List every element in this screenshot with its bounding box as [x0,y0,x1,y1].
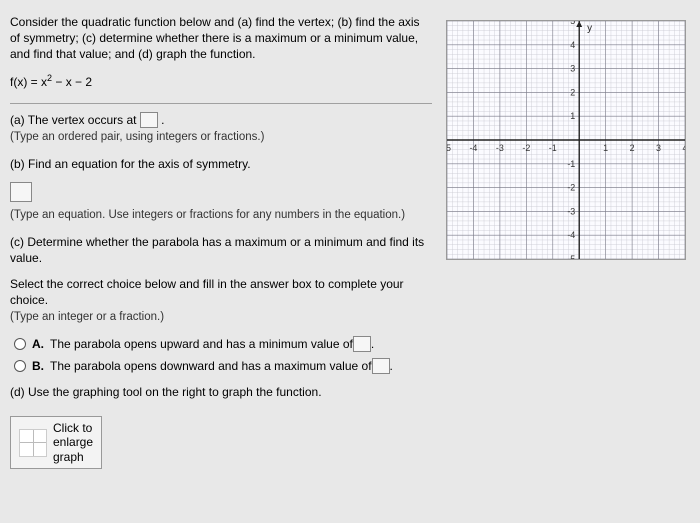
svg-text:-1: -1 [567,159,575,169]
part-a-text: (a) The vertex occurs at [10,113,140,127]
part-b-text: (b) Find an equation for the axis of sym… [10,156,432,172]
axis-input[interactable] [10,182,32,202]
part-a-period: . [161,113,164,127]
svg-text:-5: -5 [567,254,575,259]
svg-text:-2: -2 [522,143,530,153]
grid-svg: -5 -4 -3 -2 -1 1 2 3 4 -5 -4 -3 -2 -1 1 2 3 4 5 y [447,21,685,259]
part-c-select-text: Select the correct choice below and fill… [10,277,404,307]
graph-icon [19,429,47,457]
svg-text:2: 2 [570,87,575,97]
svg-text:3: 3 [656,143,661,153]
part-b-hint: (Type an equation. Use integers or fract… [10,208,432,224]
svg-text:5: 5 [570,21,575,26]
svg-text:-3: -3 [496,143,504,153]
part-d-text: (d) Use the graphing tool on the right t… [10,384,432,400]
opt-a-letter: A. [32,337,44,351]
btn-l2: enlarge [53,435,93,449]
radio-b[interactable] [14,360,26,372]
fx-rhs: − x − 2 [52,75,92,89]
btn-l3: graph [53,450,84,464]
svg-text:3: 3 [570,64,575,74]
part-a-hint: (Type an ordered pair, using integers or… [10,131,264,143]
svg-text:-2: -2 [567,183,575,193]
radio-a[interactable] [14,338,26,350]
enlarge-btn-text: Click to enlarge graph [53,421,93,464]
opt-a-text: The parabola opens upward and has a mini… [50,337,353,351]
graph-region: -5 -4 -3 -2 -1 1 2 3 4 -5 -4 -3 -2 -1 1 2 3 4 5 y [440,14,690,513]
opt-b-period: . [390,359,393,373]
question-page: Consider the quadratic function below an… [0,0,700,523]
min-value-input[interactable] [353,336,371,352]
part-c-type-hint: (Type an integer or a fraction.) [10,311,164,323]
opt-b-letter: B. [32,359,44,373]
part-c-select: Select the correct choice below and fill… [10,276,432,326]
divider [10,103,432,104]
part-a: (a) The vertex occurs at . (Type an orde… [10,112,432,146]
svg-text:2: 2 [630,143,635,153]
option-b-row[interactable]: B. The parabola opens downward and has a… [10,358,432,374]
function-expression: f(x) = x2 − x − 2 [10,73,432,89]
svg-text:y: y [587,23,592,34]
intro-text: Consider the quadratic function below an… [10,14,432,63]
svg-text:1: 1 [603,143,608,153]
svg-text:-3: -3 [567,206,575,216]
option-a-row[interactable]: A. The parabola opens upward and has a m… [10,336,432,352]
svg-text:-1: -1 [549,143,557,153]
enlarge-graph-button[interactable]: Click to enlarge graph [10,416,102,469]
btn-l1: Click to [53,421,92,435]
svg-text:1: 1 [570,111,575,121]
coordinate-grid[interactable]: -5 -4 -3 -2 -1 1 2 3 4 -5 -4 -3 -2 -1 1 2 3 4 5 y [446,20,686,260]
part-c-text: (c) Determine whether the parabola has a… [10,234,432,266]
svg-text:-4: -4 [469,143,477,153]
svg-text:-4: -4 [567,230,575,240]
opt-a-period: . [371,337,374,351]
svg-text:4: 4 [683,143,685,153]
question-body: Consider the quadratic function below an… [10,14,440,513]
max-value-input[interactable] [372,358,390,374]
axis-input-wrap [10,182,432,202]
svg-text:-5: -5 [447,143,451,153]
fx-lhs: f(x) = x [10,75,47,89]
vertex-input[interactable] [140,112,158,128]
svg-text:4: 4 [570,40,575,50]
opt-b-text: The parabola opens downward and has a ma… [50,359,372,373]
